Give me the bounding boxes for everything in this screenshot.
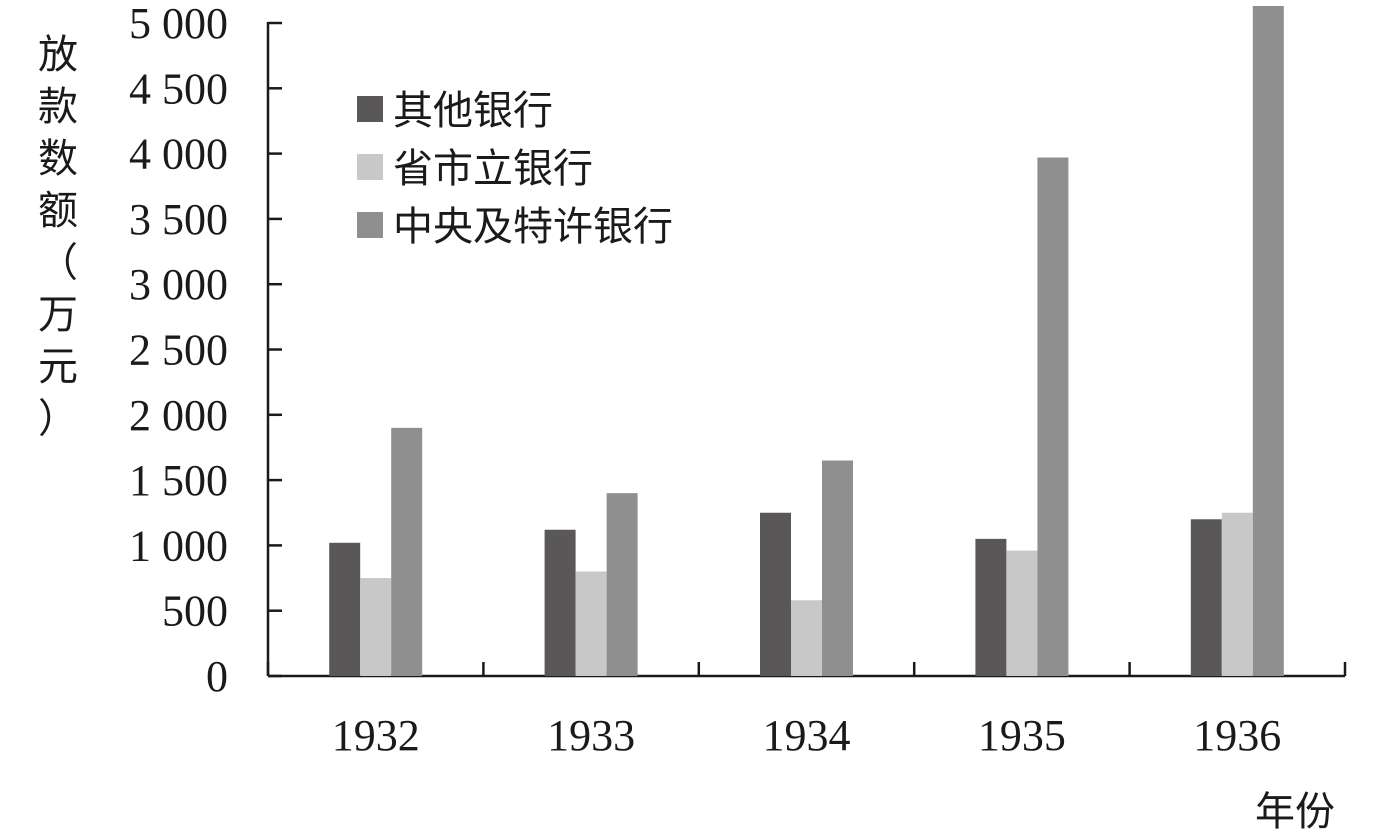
y-tick-label: 500 <box>162 587 228 636</box>
legend-swatch <box>357 96 383 122</box>
y-axis-title: 放款数额（万元） <box>38 32 78 442</box>
y-tick-label: 1 500 <box>129 456 228 505</box>
y-tick-label: 3 000 <box>129 260 228 309</box>
y-axis: 0 500 1 000 1 500 2 000 2 500 3 000 3 500 4 000 4… <box>129 0 282 701</box>
y-tick-label: 0 <box>206 652 228 701</box>
legend-swatch <box>357 212 383 238</box>
y-tick-label: 2 000 <box>129 391 228 440</box>
legend-label: 中央及特许银行 <box>393 204 673 250</box>
bar <box>1037 157 1069 676</box>
legend-swatch <box>357 154 383 180</box>
y-tick-label: 4 500 <box>129 64 228 113</box>
y-tick-label: 3 500 <box>129 195 228 244</box>
y-tick-label: 4 000 <box>129 130 228 179</box>
legend-label: 其他银行 <box>393 88 553 134</box>
bar <box>1006 550 1038 676</box>
x-tick-label: 1932 <box>332 711 420 760</box>
y-tick-label: 5 000 <box>129 0 228 48</box>
legend-label: 省市立银行 <box>393 146 593 192</box>
x-tick-label: 1936 <box>1193 711 1281 760</box>
bars <box>329 6 1284 676</box>
x-tick-label: 1934 <box>763 711 851 760</box>
bar <box>760 512 791 676</box>
bar <box>360 578 392 676</box>
y-tick-label: 2 500 <box>129 326 228 375</box>
x-axis: 1932 1933 1934 1935 1936 <box>266 662 1347 760</box>
bar <box>606 493 638 676</box>
bar <box>329 542 361 676</box>
bar <box>791 600 822 676</box>
bar <box>1190 519 1222 676</box>
bar <box>1221 512 1253 676</box>
bar <box>975 538 1007 676</box>
y-axis-title-text: 放款数额（万元） <box>38 32 78 442</box>
x-tick-label: 1935 <box>978 711 1066 760</box>
x-axis-title: 年份 <box>1255 789 1335 833</box>
bar <box>575 571 607 676</box>
bar <box>391 427 423 676</box>
bar <box>1252 6 1284 676</box>
bar <box>822 460 853 676</box>
x-tick-label: 1933 <box>547 711 635 760</box>
y-tick-label: 1 000 <box>129 521 228 570</box>
bar <box>544 529 576 676</box>
